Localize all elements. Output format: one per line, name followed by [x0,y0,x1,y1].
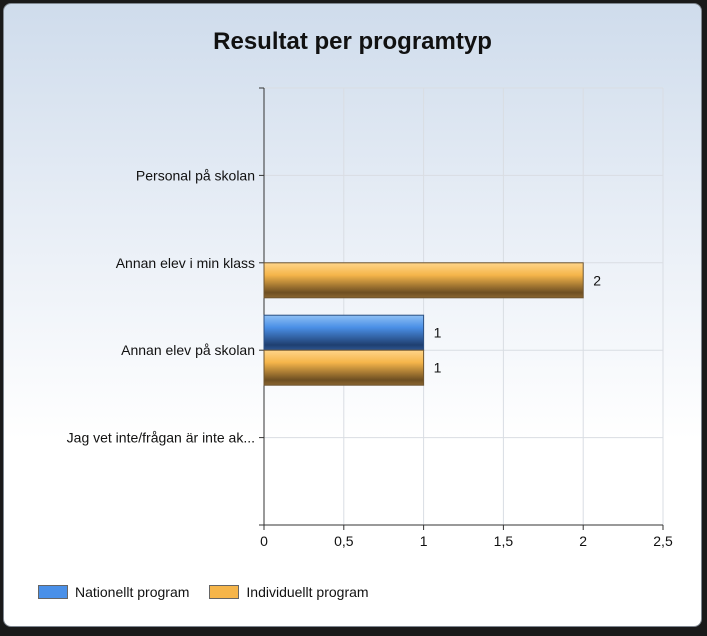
bar [263,262,584,299]
legend-item-individuellt: Individuellt program [209,584,369,600]
plot-area: 0 0,5 1 1,5 2 2,5 Personal på skolan Annan elev… [67,87,673,549]
legend-label-individuellt: Individuellt program [246,584,369,600]
x-tick-label: 1 [420,533,428,549]
x-tick-label: 0,5 [334,533,354,549]
category-label: Personal på skolan [136,167,255,183]
bar [263,314,425,351]
x-tick-label: 1,5 [494,533,514,549]
x-tick-label: 2,5 [653,533,673,549]
x-tick-label: 0 [260,533,268,549]
category-label: Annan elev på skolan [121,342,255,358]
legend-label-nationellt: Nationellt program [75,584,190,600]
legend-swatch-nationellt [38,585,68,599]
category-label: Jag vet inte/frågan är inte ak... [67,430,255,446]
bar-value-label: 1 [434,360,442,376]
bar [263,349,425,386]
legend-swatch-individuellt [209,585,240,599]
bar-value-label: 2 [593,272,601,288]
category-label: Annan elev i min klass [116,255,255,271]
legend: Nationellt program Individuellt program [38,584,369,600]
legend-item-nationellt: Nationellt program [38,584,189,600]
bar-value-label: 1 [434,325,442,341]
chart-panel: Resultat per programtyp 0 0,5 1 1,5 2 2,5 Pers… [3,3,702,627]
x-tick-label: 2 [579,533,587,549]
chart-title: Resultat per programtyp [213,28,492,55]
